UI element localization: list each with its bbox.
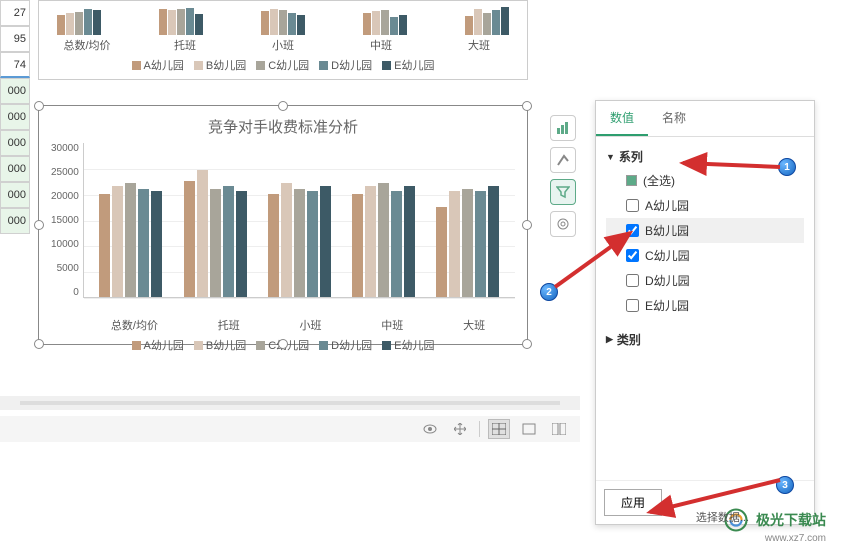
filter-item[interactable]: B幼儿园 [606, 218, 804, 243]
chart-main[interactable]: 竞争对手收费标准分析 30000250002000015000100005000… [38, 105, 528, 345]
chevron-right-icon: ▶ [606, 334, 613, 345]
filter-checkbox[interactable] [626, 224, 639, 237]
y-axis: 300002500020000150001000050000 [51, 143, 83, 298]
view-split-button[interactable] [548, 419, 570, 439]
chart-style-button[interactable] [550, 147, 576, 173]
chevron-down-icon: ▼ [606, 152, 615, 162]
watermark-url: www.xz7.com [765, 533, 826, 544]
filter-item[interactable]: C幼儿园 [606, 243, 804, 268]
view-page-button[interactable] [518, 419, 540, 439]
horizontal-scrollbar[interactable] [0, 396, 580, 410]
cell[interactable]: 000 [0, 182, 30, 208]
chart-filter-button[interactable] [550, 179, 576, 205]
badge-2: 2 [540, 283, 558, 301]
cell[interactable]: 95 [0, 26, 30, 52]
tab-names[interactable]: 名称 [648, 101, 700, 136]
filter-checkbox[interactable] [626, 249, 639, 262]
apply-button[interactable]: 应用 [604, 489, 662, 516]
chart-title: 竞争对手收费标准分析 [51, 116, 515, 137]
cell[interactable]: 000 [0, 208, 30, 234]
status-bar [0, 416, 580, 442]
badge-1: 1 [778, 158, 796, 176]
filter-checkbox[interactable] [626, 299, 639, 312]
cell[interactable]: 74 [0, 52, 30, 78]
chart-top[interactable]: 总数/均价托班小班中班大班 A幼儿园B幼儿园C幼儿园D幼儿园E幼儿园 [38, 0, 528, 80]
filter-checkbox[interactable] [626, 274, 639, 287]
cell[interactable]: 000 [0, 104, 30, 130]
filter-item[interactable]: A幼儿园 [606, 193, 804, 218]
chart-plot [83, 143, 515, 298]
view-normal-button[interactable] [488, 419, 510, 439]
cell[interactable]: 000 [0, 156, 30, 182]
x-axis-labels: 总数/均价托班小班中班大班 [81, 317, 515, 333]
chart-settings-button[interactable] [550, 211, 576, 237]
filter-checkbox[interactable] [626, 199, 639, 212]
cell[interactable]: 000 [0, 78, 30, 104]
filter-item[interactable]: E幼儿园 [606, 293, 804, 318]
filter-select-all[interactable]: (全选) [606, 168, 804, 193]
section-category[interactable]: ▶类别 [606, 328, 804, 351]
select-data-label: 选择数据... [696, 509, 749, 525]
row-headers: 27 95 74 000 000 000 000 000 000 [0, 0, 30, 234]
chart-type-button[interactable] [550, 115, 576, 141]
cell[interactable]: 000 [0, 130, 30, 156]
filter-item[interactable]: D幼儿园 [606, 268, 804, 293]
cell[interactable]: 27 [0, 0, 30, 26]
badge-3: 3 [776, 476, 794, 494]
tab-values[interactable]: 数值 [596, 101, 648, 136]
swatch-icon [626, 175, 637, 186]
eye-icon[interactable] [419, 419, 441, 439]
chart-side-tools [550, 115, 576, 237]
move-icon[interactable] [449, 419, 471, 439]
section-series[interactable]: ▼系列 [606, 145, 804, 168]
